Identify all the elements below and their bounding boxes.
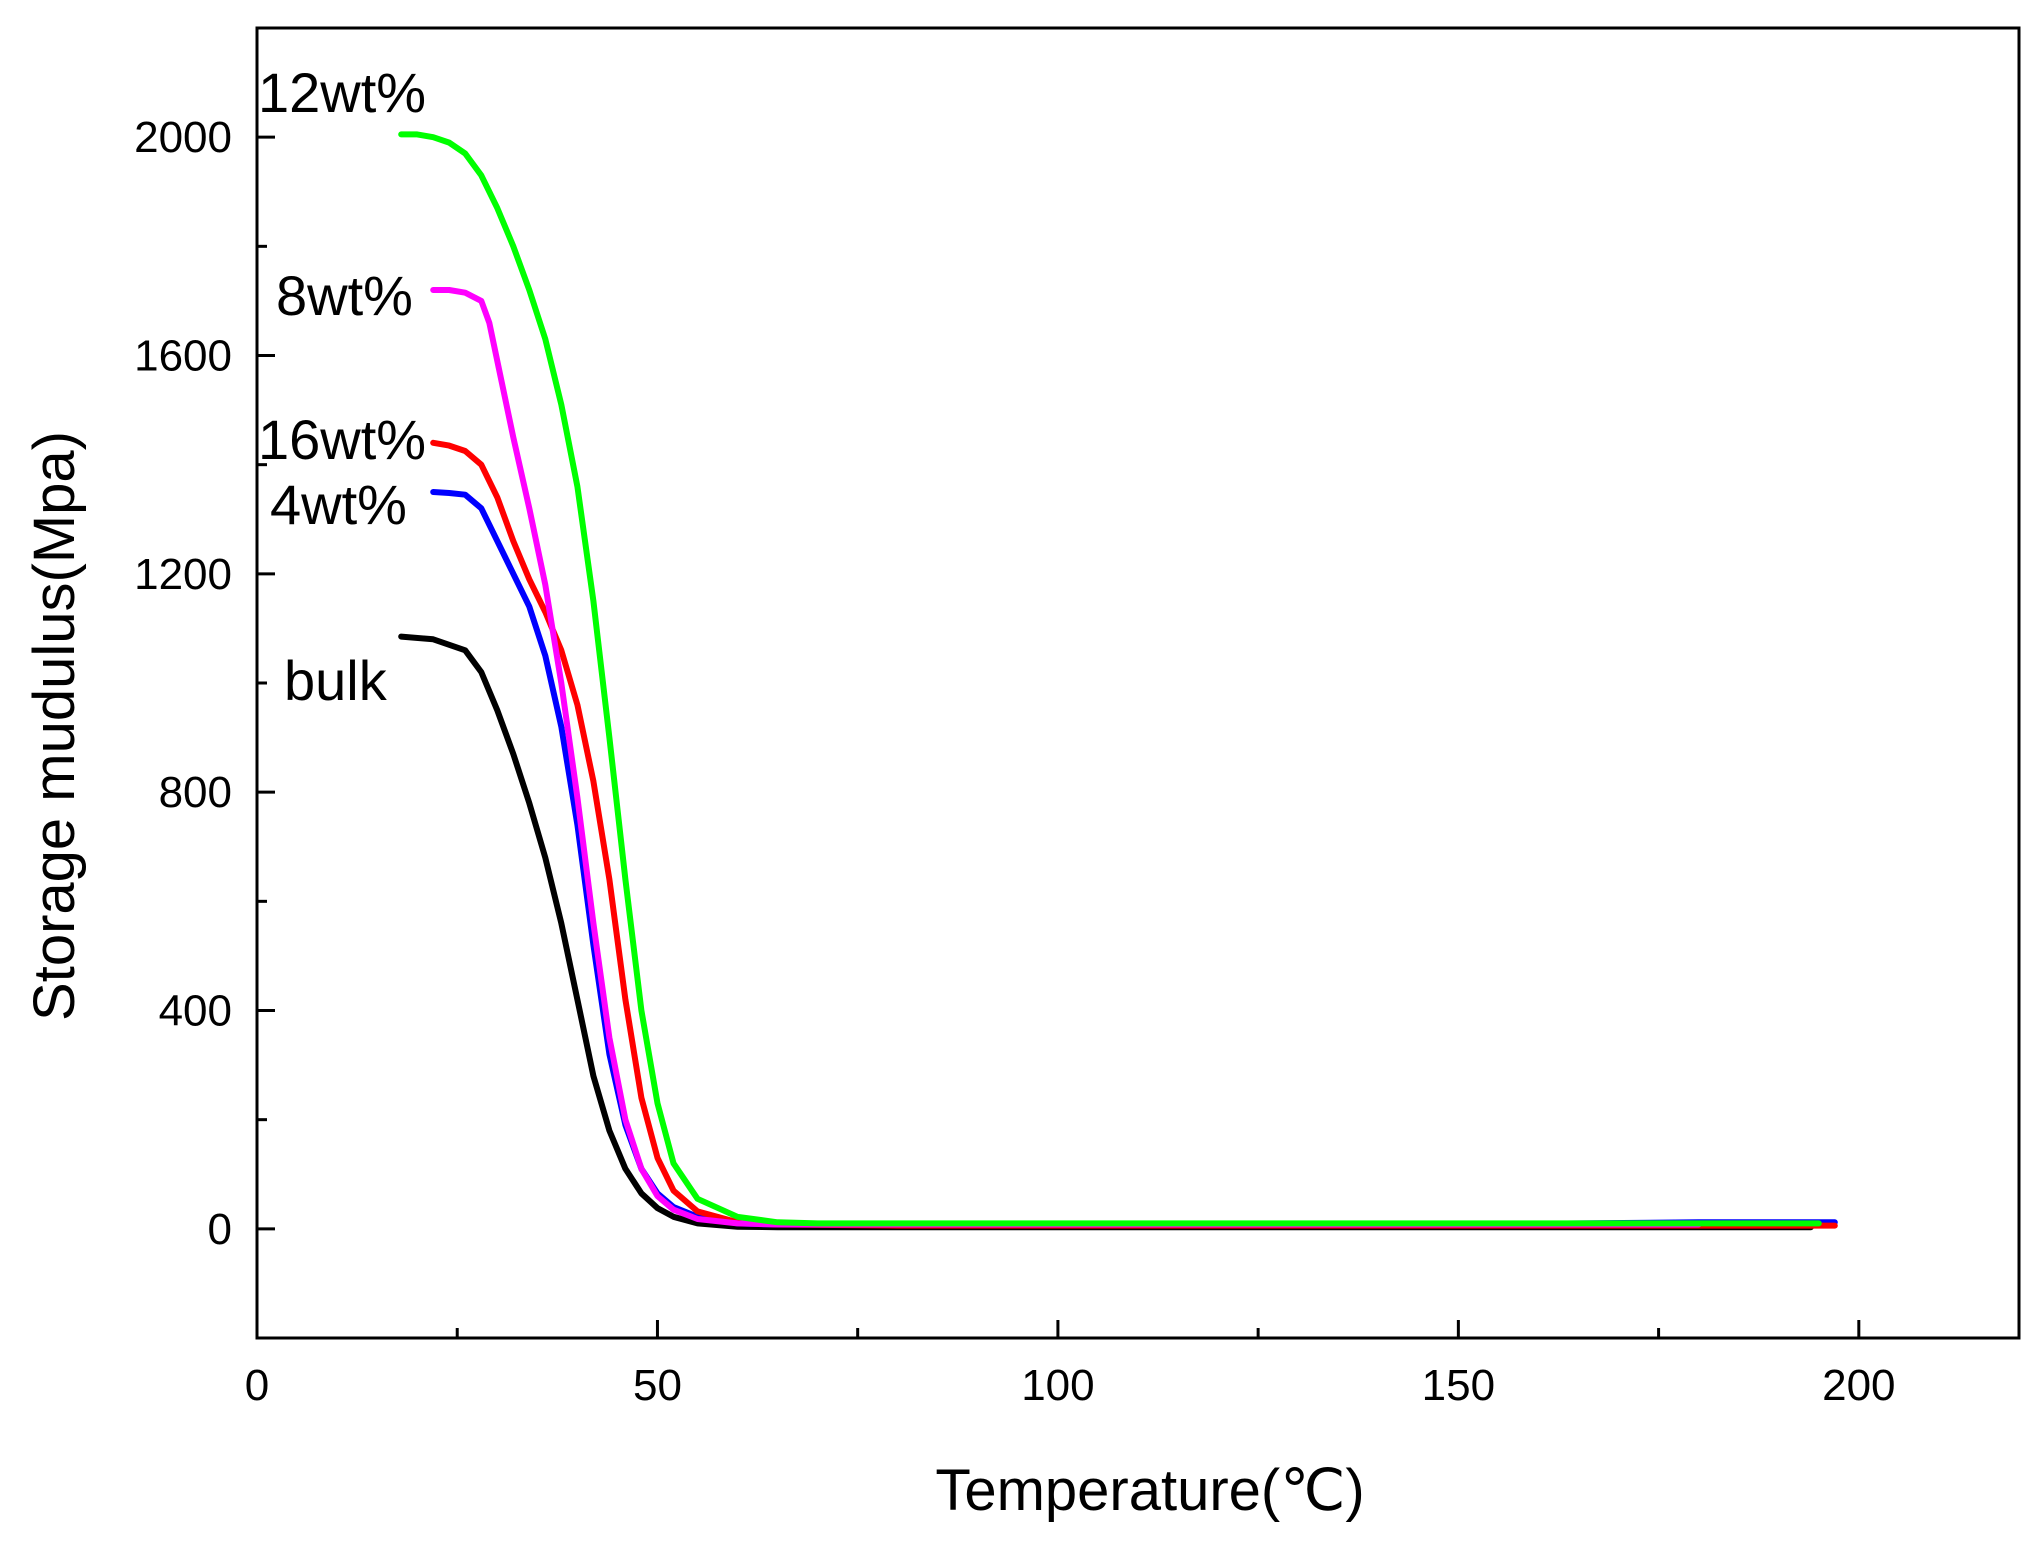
x-tick-label: 100 [1021, 1361, 1094, 1410]
y-tick-label: 800 [159, 768, 232, 817]
y-tick-label: 2000 [134, 113, 232, 162]
plot-area-border [255, 26, 2021, 1340]
series-line-8wt [430, 287, 1702, 1228]
series-line-bulk [398, 633, 1814, 1231]
x-axis-ticks: 0 50 100 150 200 [245, 1320, 1896, 1410]
y-tick-label: 1600 [134, 332, 232, 381]
y-tick-label: 1200 [134, 550, 232, 599]
y-tick-label: 400 [159, 987, 232, 1036]
series-label-8wt: 8wt% [276, 264, 413, 327]
series-line-12wt [398, 131, 1822, 1227]
x-axis-title: Temperature(℃) [935, 1458, 1364, 1523]
y-tick-label: 0 [208, 1205, 232, 1254]
series-label-12wt: 12wt% [258, 61, 426, 124]
x-tick-label: 200 [1822, 1361, 1895, 1410]
y-axis-title: Storage mudulus(Mpa) [22, 431, 87, 1021]
x-tick-label: 150 [1422, 1361, 1495, 1410]
x-tick-label: 0 [245, 1361, 269, 1410]
y-axis-ticks: 0 400 800 1200 1600 2000 [134, 113, 275, 1340]
series-label-4wt: 4wt% [270, 473, 407, 536]
plot-frame [255, 26, 2021, 1340]
series-lines [398, 131, 1838, 1231]
x-tick-label: 50 [633, 1361, 682, 1410]
series-line-16wt [430, 439, 1838, 1229]
series-label-bulk: bulk [284, 649, 388, 712]
series-labels: 12wt% 8wt% 16wt% 4wt% bulk [258, 61, 426, 712]
series-label-16wt: 16wt% [258, 408, 426, 471]
